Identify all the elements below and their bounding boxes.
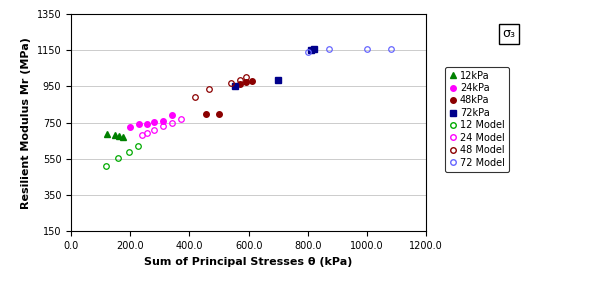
Text: σ₃: σ₃ [503, 27, 516, 40]
Y-axis label: Resilient Modulus Mr (MPa): Resilient Modulus Mr (MPa) [21, 37, 31, 209]
X-axis label: Sum of Principal Stresses θ (kPa): Sum of Principal Stresses θ (kPa) [144, 257, 353, 266]
Legend: 12kPa, 24kPa, 48kPa, 72kPa, 12 Model, 24 Model, 48 Model, 72 Model: 12kPa, 24kPa, 48kPa, 72kPa, 12 Model, 24… [445, 67, 509, 171]
